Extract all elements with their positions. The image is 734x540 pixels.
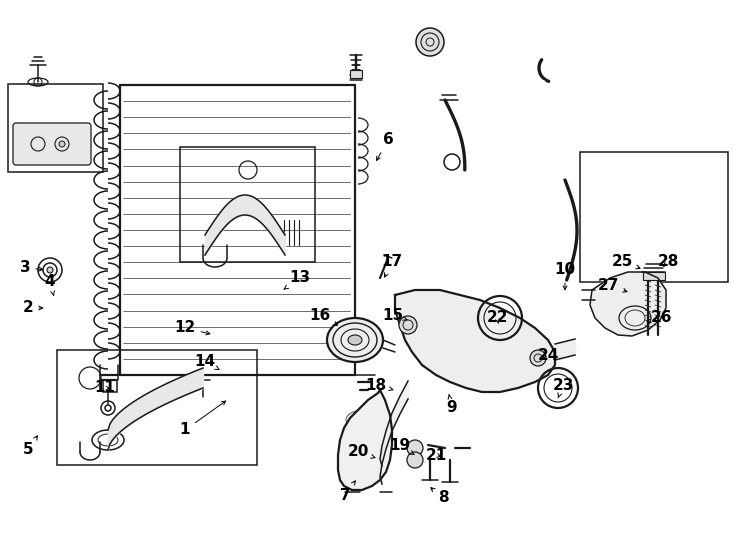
Polygon shape — [338, 390, 392, 490]
Text: 1: 1 — [180, 401, 226, 437]
Text: 7: 7 — [340, 481, 355, 503]
Text: 11: 11 — [95, 381, 115, 395]
Text: 17: 17 — [382, 254, 402, 277]
Bar — [57, 350, 257, 465]
Text: 9: 9 — [447, 395, 457, 415]
Ellipse shape — [327, 318, 383, 362]
Bar — [8, 84, 103, 172]
Text: 19: 19 — [390, 438, 414, 455]
Text: 21: 21 — [426, 448, 446, 462]
Text: 20: 20 — [347, 444, 375, 460]
Bar — [580, 152, 728, 282]
Bar — [643, 272, 665, 280]
Circle shape — [530, 350, 546, 366]
Bar — [103, 380, 117, 392]
Text: 28: 28 — [658, 254, 679, 269]
Text: 3: 3 — [20, 260, 43, 275]
Text: 14: 14 — [195, 354, 219, 369]
Polygon shape — [395, 290, 555, 392]
Circle shape — [59, 141, 65, 147]
Text: 23: 23 — [552, 377, 574, 398]
FancyBboxPatch shape — [13, 123, 91, 165]
Ellipse shape — [348, 335, 362, 345]
Text: 27: 27 — [597, 278, 627, 293]
Text: 15: 15 — [382, 307, 407, 322]
Text: 2: 2 — [23, 300, 43, 315]
Text: 25: 25 — [611, 254, 640, 269]
Text: 22: 22 — [486, 310, 508, 326]
Text: 18: 18 — [366, 377, 393, 393]
Text: 12: 12 — [175, 321, 210, 335]
Text: 26: 26 — [647, 310, 673, 326]
Text: 13: 13 — [284, 271, 310, 289]
Circle shape — [416, 28, 444, 56]
Circle shape — [407, 452, 423, 468]
Text: 5: 5 — [23, 436, 37, 457]
Text: 10: 10 — [554, 262, 575, 290]
Text: 16: 16 — [309, 307, 338, 325]
Text: 4: 4 — [45, 274, 55, 295]
Circle shape — [47, 267, 53, 273]
Circle shape — [407, 440, 423, 456]
Text: 24: 24 — [537, 348, 559, 362]
Polygon shape — [590, 272, 666, 336]
Bar — [180, 147, 315, 262]
Bar — [350, 70, 362, 78]
Text: 8: 8 — [431, 488, 448, 505]
Text: 6: 6 — [377, 132, 393, 160]
Circle shape — [399, 316, 417, 334]
